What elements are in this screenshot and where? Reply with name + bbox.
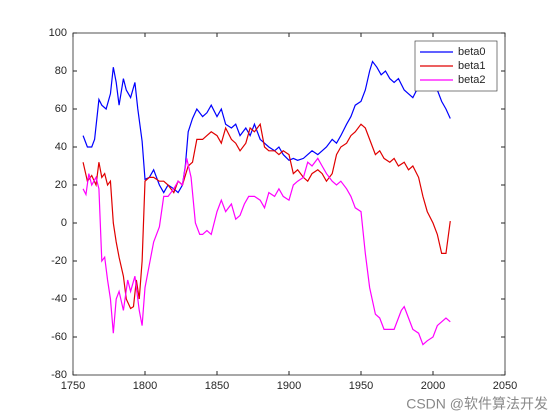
line-series: [82, 157, 451, 346]
y-tick-label: 60: [55, 103, 67, 115]
x-tick-label: 1850: [205, 380, 229, 392]
y-tick-label: 40: [55, 141, 67, 153]
x-tick-label: 2000: [421, 380, 445, 392]
x-tick-label: 1900: [277, 380, 301, 392]
legend-label: beta0: [458, 46, 486, 58]
y-tick-label: 100: [49, 27, 67, 39]
legend-label: beta2: [458, 74, 486, 86]
y-tick-label: -20: [51, 255, 67, 267]
x-tick-label: 2050: [493, 380, 517, 392]
x-tick-label: 1750: [61, 380, 85, 392]
legend-label: beta1: [458, 60, 486, 72]
y-tick-label: -80: [51, 369, 67, 381]
y-tick-label: 0: [61, 217, 67, 229]
line-series: [82, 60, 451, 194]
watermark: CSDN @软件算法开发: [406, 396, 548, 412]
y-tick-label: -40: [51, 293, 67, 305]
x-tick-label: 1800: [133, 380, 157, 392]
y-tick-label: 20: [55, 179, 67, 191]
y-tick-label: -60: [51, 331, 67, 343]
line-series: [82, 122, 451, 310]
y-tick-label: 80: [55, 65, 67, 77]
x-tick-label: 1950: [349, 380, 373, 392]
